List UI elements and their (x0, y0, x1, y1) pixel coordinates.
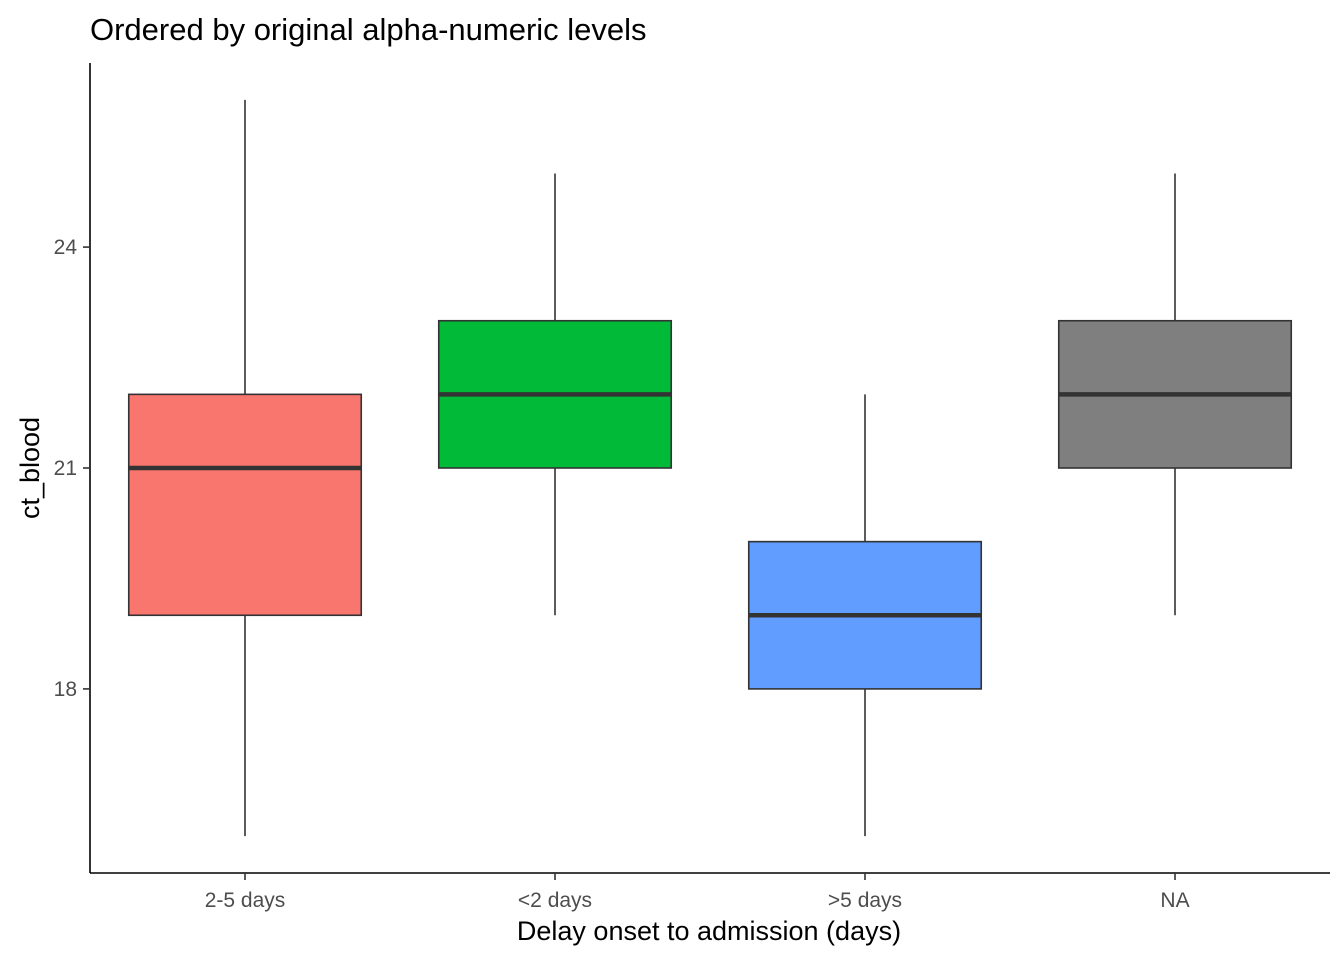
y-tick-label: 24 (54, 236, 78, 259)
x-tick-label: 2-5 days (205, 889, 286, 912)
x-tick-label: <2 days (518, 889, 592, 912)
box-group-0 (127, 99, 363, 837)
x-tick-label: NA (1160, 889, 1189, 912)
y-axis-ticks: 18 21 24 (54, 236, 90, 701)
box-group-3 (1057, 173, 1293, 616)
box-group-1 (437, 173, 673, 616)
y-axis-title: ct_blood (15, 417, 45, 519)
x-axis-title: Delay onset to admission (days) (517, 916, 901, 946)
box (127, 393, 363, 617)
x-tick-label: >5 days (828, 889, 902, 912)
box-group-2 (747, 394, 983, 837)
plot-area (127, 99, 1293, 837)
x-axis-ticks: 2-5 days <2 days >5 days NA (205, 873, 1190, 912)
y-tick-label: 21 (54, 457, 77, 480)
chart-title: Ordered by original alpha-numeric levels (90, 12, 647, 47)
y-tick-label: 18 (54, 678, 77, 701)
